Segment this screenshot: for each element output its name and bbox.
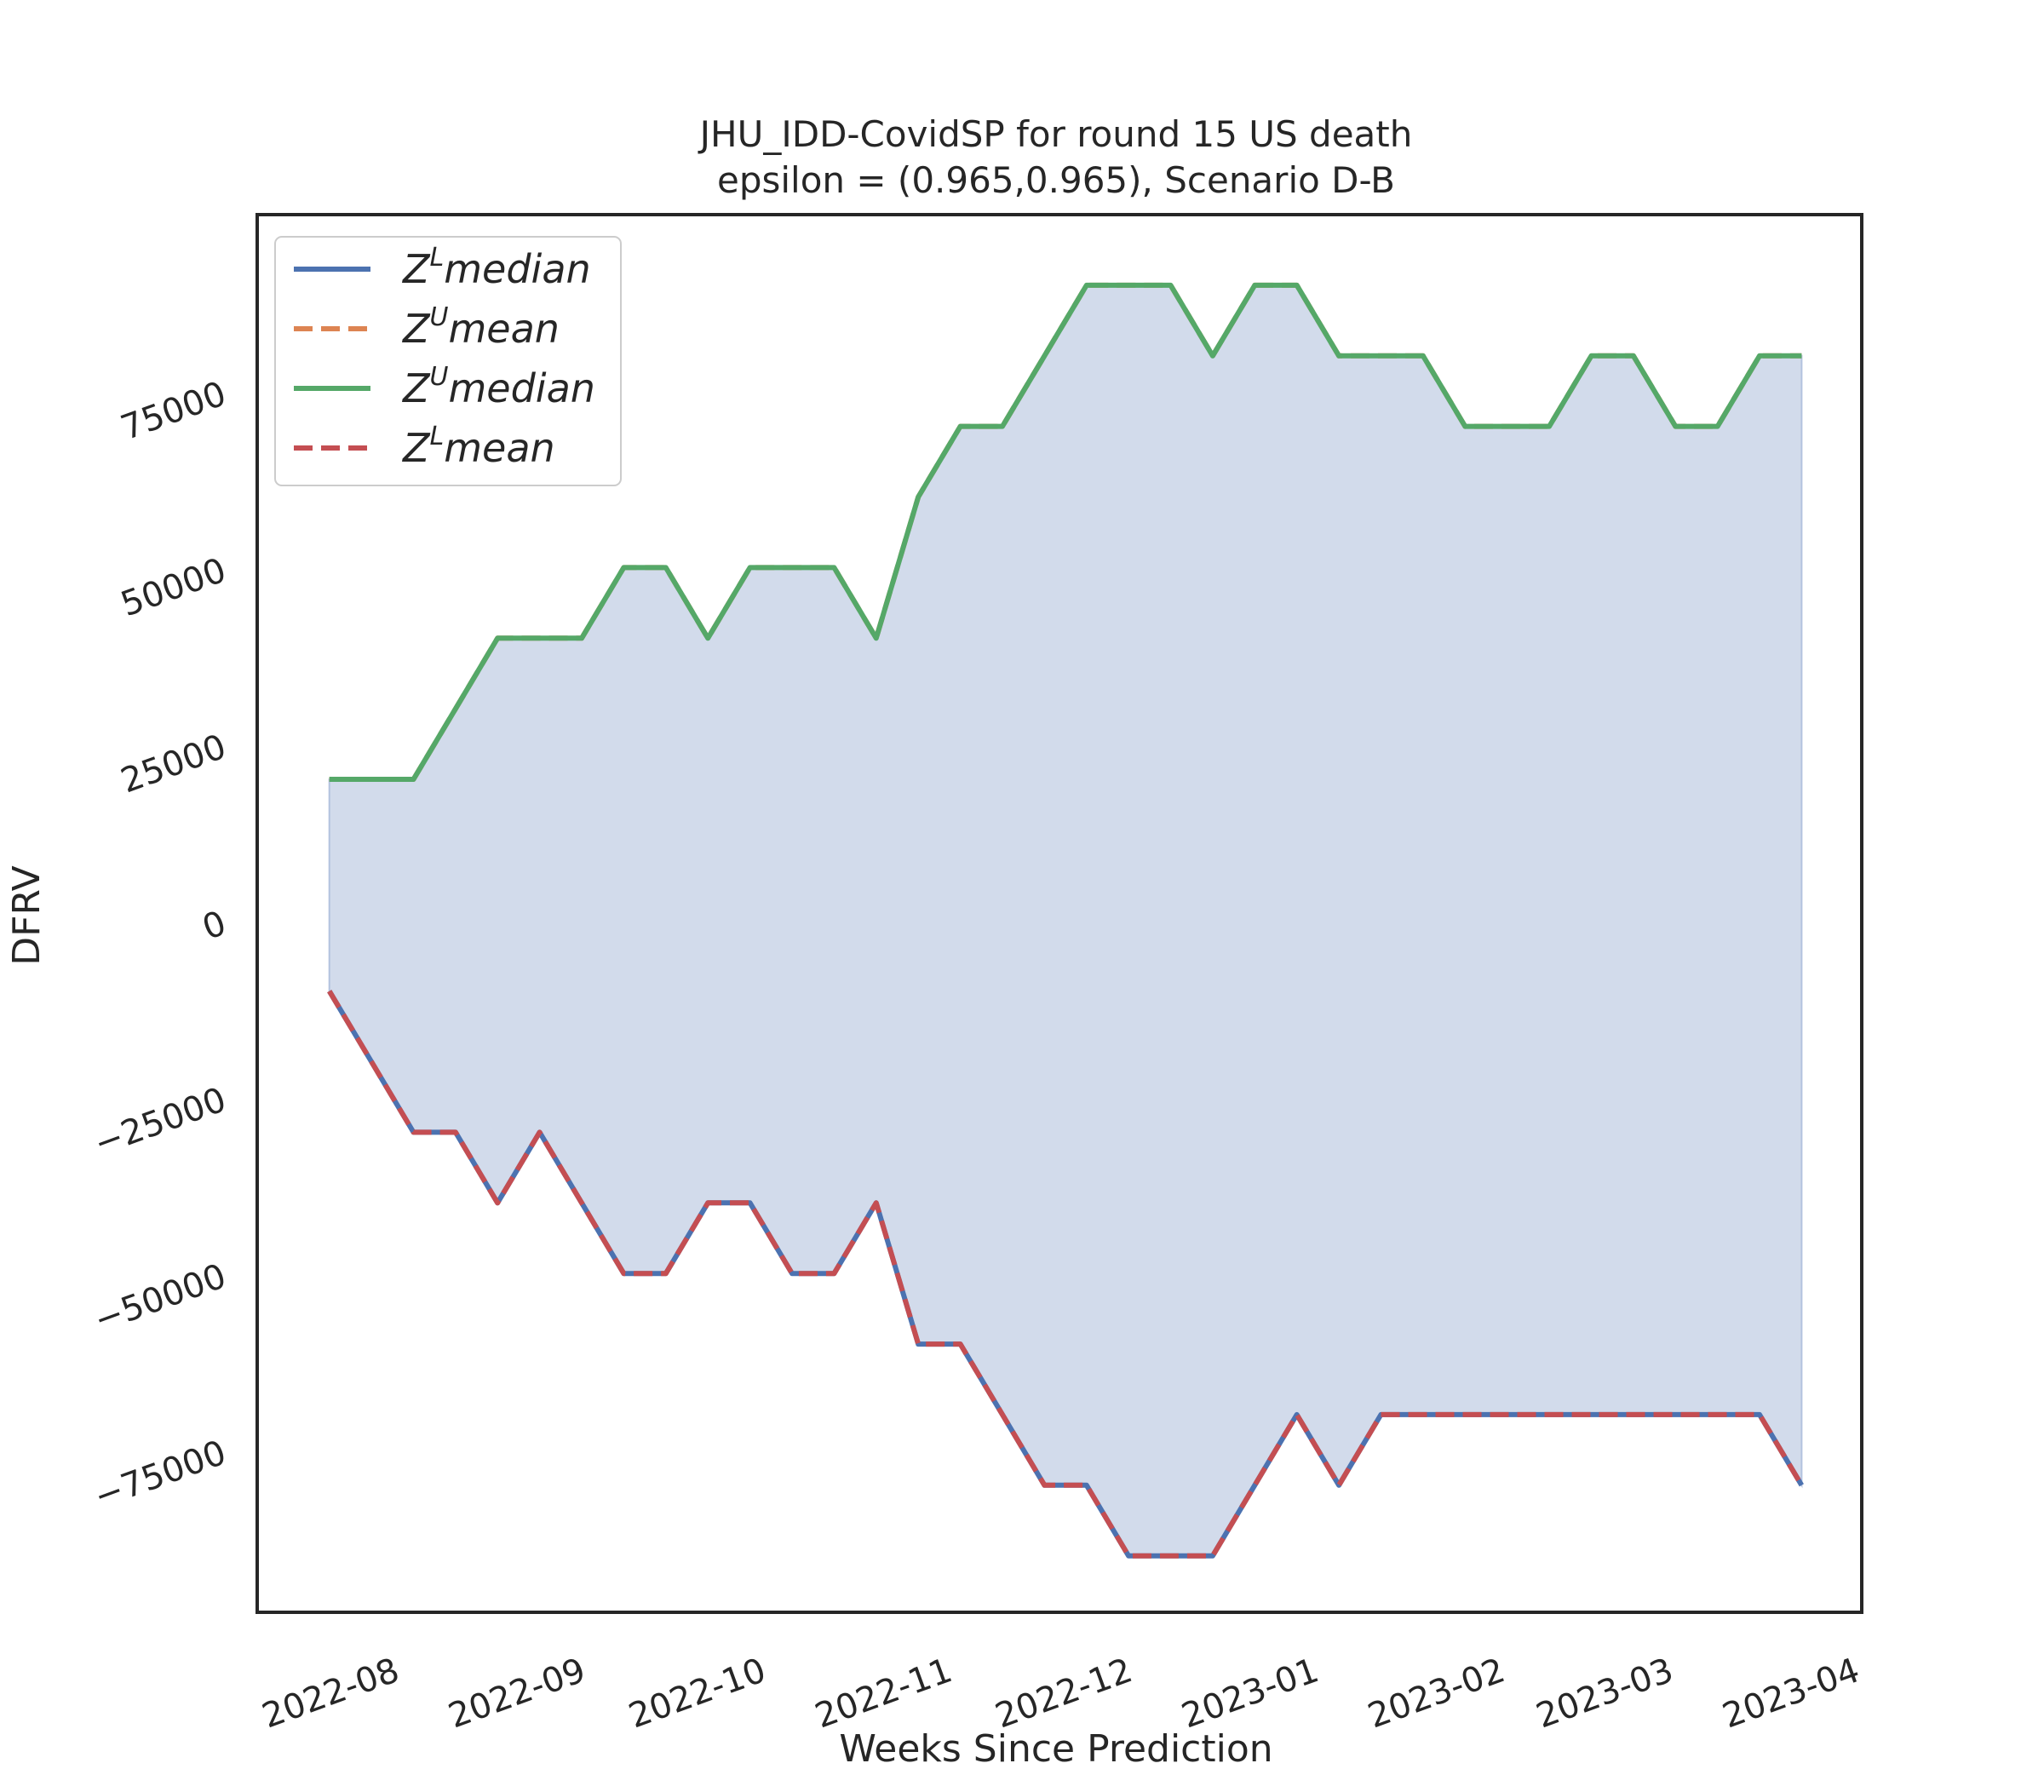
x-tick-label: 2023-04 [1718,1651,1865,1736]
x-axis-label: Weeks Since Prediction [839,1727,1272,1771]
x-tick-label: 2023-02 [1363,1651,1510,1736]
x-tick-label: 2022-08 [257,1651,405,1736]
legend-entry: ZLmedian [401,243,591,292]
legend-entry: ZLmean [401,422,555,471]
legend-box [274,236,622,486]
y-tick-label: 0 [198,904,232,948]
y-tick-label: 75000 [116,374,231,448]
y-axis-label: DFRV [5,865,49,965]
legend-entry: ZUmedian [401,362,595,411]
chart-subtitle: epsilon = (0.965,0.965), Scenario D-B [717,159,1395,201]
y-tick-label: −50000 [89,1256,232,1340]
series-line-U-median [329,282,1802,782]
y-tick-label: 50000 [116,551,231,625]
y-tick-label: 25000 [116,727,231,801]
legend-entry: ZUmean [401,302,560,352]
series-line-L-mean [327,990,1804,1559]
x-tick-label: 2022-12 [990,1651,1138,1736]
y-tick-label: −75000 [89,1433,232,1517]
chart-title: JHU_IDD-CovidSP for round 15 US death [698,113,1413,155]
y-tick-label: −25000 [89,1080,232,1163]
x-tick-label: 2022-10 [623,1651,771,1736]
plot-area: −75000 −50000 −25000 0 25000 50000 75000 2022-0… [89,213,1865,1737]
x-tick-label: 2022-09 [444,1651,591,1736]
x-tick-label: 2022-11 [810,1651,957,1736]
plot-frame [256,213,1863,1614]
x-tick-label: 2023-01 [1177,1651,1324,1736]
x-tick-label: 2023-03 [1531,1651,1679,1736]
